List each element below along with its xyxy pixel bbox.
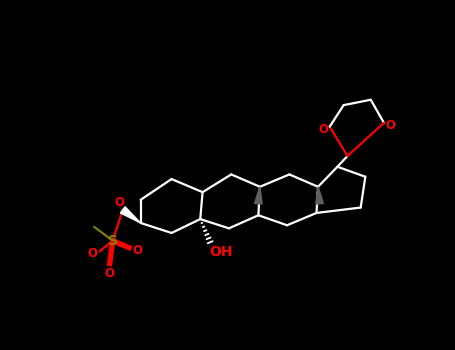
Text: O: O xyxy=(87,247,97,260)
Text: OH: OH xyxy=(209,245,233,259)
Text: O: O xyxy=(385,119,395,132)
Text: O: O xyxy=(318,122,329,135)
Polygon shape xyxy=(121,207,141,223)
Polygon shape xyxy=(316,187,324,204)
Polygon shape xyxy=(254,187,262,204)
Text: S: S xyxy=(108,234,118,248)
Text: O: O xyxy=(132,244,142,257)
Text: O: O xyxy=(105,267,115,280)
Text: O: O xyxy=(115,196,125,209)
